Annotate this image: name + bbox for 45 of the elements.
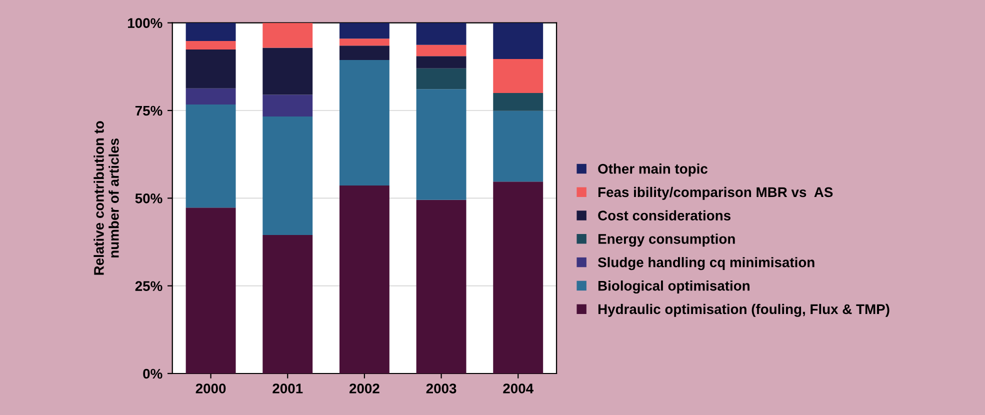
bar <box>186 49 236 88</box>
x-tick-label: 2000 <box>196 384 226 394</box>
bar <box>186 208 236 374</box>
legend-label: Biological optimisation <box>598 280 750 294</box>
bar <box>493 92 544 111</box>
x-tick-label: 2001 <box>272 384 303 394</box>
bar <box>186 41 236 50</box>
bar <box>416 22 466 45</box>
bar <box>493 182 544 374</box>
bar <box>416 68 466 90</box>
legend-label: Cost considerations <box>598 210 730 220</box>
y-tick-label: 75% <box>135 106 162 116</box>
y-tick-label: 0% <box>143 368 162 379</box>
y-tick-label: 25% <box>135 281 162 291</box>
bar <box>262 22 313 48</box>
bar <box>339 186 390 374</box>
y-axis-title: Relative contribution to number of articles <box>94 121 119 275</box>
bar <box>262 94 313 116</box>
bar <box>416 89 466 200</box>
y-tick-label: 50% <box>135 193 162 204</box>
bar <box>262 116 313 235</box>
bar <box>339 60 390 186</box>
bar <box>186 88 236 105</box>
bar <box>493 22 544 59</box>
legend-label: Hydraulic optimisation (fouling, Flux & TMP) <box>598 304 890 317</box>
bar <box>416 200 466 374</box>
bar <box>339 38 390 46</box>
y-tick-label: 100% <box>128 18 162 28</box>
x-tick-label: 2002 <box>349 384 380 394</box>
bar <box>339 46 390 60</box>
bar <box>262 234 313 374</box>
bar <box>262 48 313 95</box>
x-tick-label: 2004 <box>503 384 534 394</box>
bar <box>186 22 236 42</box>
bar <box>493 58 544 93</box>
legend-label: Feas ibility/comparison MBR vs AS <box>598 186 833 200</box>
legend-label: Other main topic <box>598 164 708 177</box>
x-tick-label: 2003 <box>426 384 456 394</box>
bar <box>186 104 236 208</box>
bar <box>493 110 544 182</box>
bar <box>416 56 466 68</box>
bar <box>339 22 390 39</box>
legend-label: Sludge handling cq minimisation <box>598 257 814 270</box>
legend-label: Energy consumption <box>598 234 735 247</box>
bar <box>416 44 466 56</box>
